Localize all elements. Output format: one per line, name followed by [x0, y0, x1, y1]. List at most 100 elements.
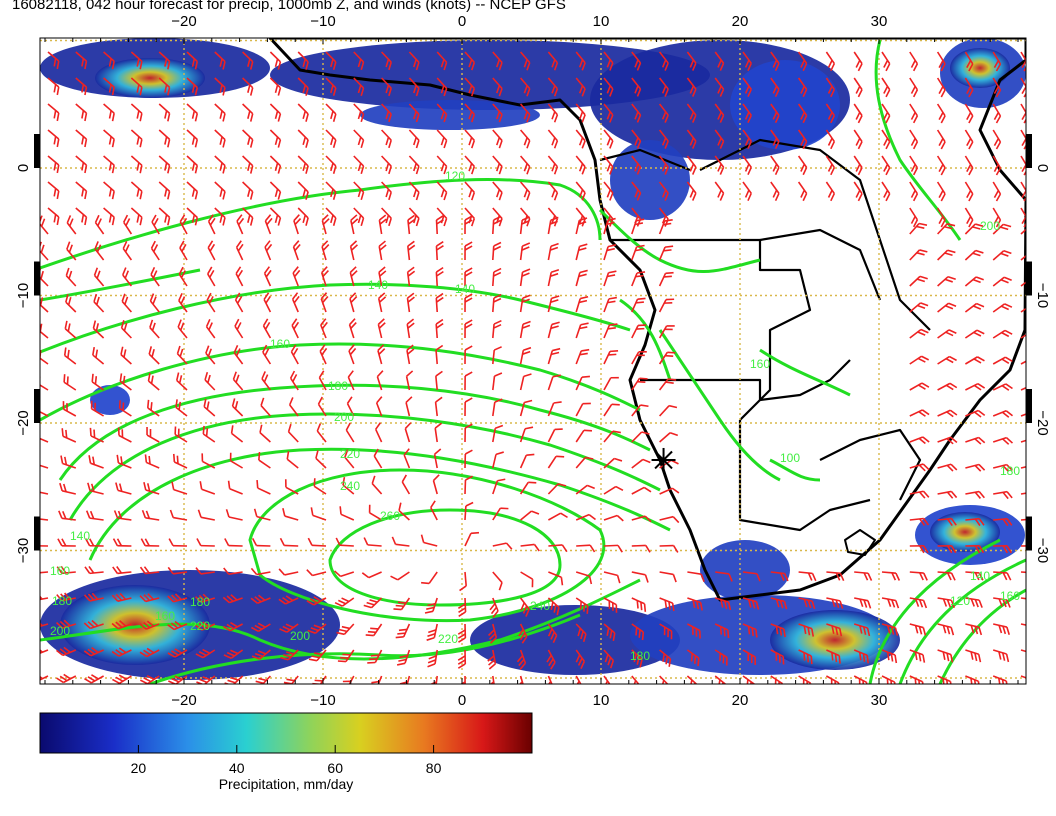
barb-flag — [178, 375, 183, 384]
height-contour — [619, 298, 672, 381]
wind-barb — [909, 675, 925, 684]
wind-barb — [297, 129, 309, 148]
barb-flag — [277, 87, 282, 96]
barb-flag — [350, 270, 358, 277]
barb-flag — [495, 85, 501, 94]
barb-staff — [603, 571, 618, 577]
barb-flag — [202, 648, 211, 654]
barb-staff — [62, 649, 77, 657]
barb-flag — [946, 464, 954, 472]
barb-staff — [519, 675, 526, 684]
barb-flag — [802, 115, 808, 124]
barb-staff — [103, 103, 115, 114]
wind-barb — [65, 294, 77, 313]
wind-barb — [231, 398, 244, 417]
barb-staff — [63, 381, 77, 391]
wind-barb — [519, 453, 535, 469]
barb-staff — [519, 246, 524, 261]
barb-flag — [468, 163, 473, 172]
barb-flag — [278, 568, 286, 576]
wind-barb — [146, 426, 160, 443]
colorbar-tick-label: 40 — [229, 760, 245, 776]
wind-barb — [516, 649, 527, 670]
barb-flag — [977, 654, 982, 663]
barb-flag — [883, 163, 889, 172]
barb-flag — [811, 628, 815, 637]
barb-staff — [40, 275, 49, 287]
barb-flag — [194, 165, 199, 174]
barb-flag — [305, 113, 309, 122]
barb-flag — [495, 189, 501, 198]
wind-barb — [603, 296, 617, 313]
wind-barb — [992, 436, 1014, 445]
barb-flag — [97, 218, 102, 227]
barb-flag — [498, 192, 503, 201]
barb-staff — [1020, 181, 1026, 195]
wind-barb — [297, 51, 309, 70]
barb-flag — [664, 114, 669, 123]
barb-flag — [436, 296, 444, 303]
wind-barb — [659, 623, 673, 640]
wind-barb — [57, 538, 76, 547]
barb-staff — [519, 623, 528, 637]
barb-flag — [179, 240, 185, 249]
barb-flag — [918, 680, 921, 684]
wind-barb — [406, 318, 415, 339]
barb-flag — [978, 463, 986, 471]
barb-staff — [174, 433, 188, 443]
barb-staff — [631, 272, 638, 287]
barb-staff — [406, 272, 411, 287]
barb-flag — [995, 141, 1002, 150]
barb-flag — [717, 137, 722, 146]
wind-barb — [63, 347, 77, 365]
barb-staff — [1020, 155, 1026, 169]
barb-flag — [974, 411, 982, 418]
barb-flag — [831, 625, 835, 634]
wind-barb — [408, 51, 420, 71]
barb-flag — [1035, 573, 1039, 580]
wind-barb — [965, 409, 986, 418]
wind-barb — [603, 77, 614, 97]
wind-barb — [575, 181, 586, 201]
barb-flag — [171, 481, 175, 490]
wind-barb — [40, 517, 49, 521]
barb-flag — [552, 374, 561, 378]
wind-barb — [826, 571, 845, 582]
wind-barb — [269, 77, 282, 96]
barb-staff — [173, 516, 188, 521]
barb-flag — [249, 217, 254, 226]
barb-flag — [839, 573, 845, 582]
barb-flag — [995, 89, 1002, 98]
barb-flag — [385, 163, 390, 172]
barb-flag — [81, 214, 85, 223]
wind-barb — [371, 475, 383, 495]
barb-staff — [435, 349, 438, 365]
barb-staff — [631, 377, 641, 391]
wind-barb — [492, 398, 503, 417]
barb-flag — [180, 296, 186, 305]
barb-staff — [658, 325, 668, 339]
barb-staff — [404, 428, 411, 443]
barb-flag — [973, 305, 982, 310]
barb-flag — [337, 660, 347, 663]
barb-staff — [285, 597, 299, 605]
barb-staff — [659, 675, 670, 684]
wind-barb — [196, 538, 215, 547]
barb-flag — [885, 89, 891, 98]
barb-flag — [141, 509, 147, 519]
wind-barb — [204, 371, 216, 391]
barb-flag — [522, 350, 531, 355]
barb-flag — [802, 193, 808, 202]
barb-staff — [742, 649, 756, 658]
barb-flag — [464, 241, 473, 247]
barb-flag — [976, 329, 985, 335]
barb-staff — [992, 649, 1007, 655]
barb-flag — [308, 658, 318, 662]
barb-flag — [493, 241, 502, 247]
barb-flag — [894, 627, 899, 636]
barb-flag — [123, 322, 128, 332]
barb-flag — [56, 677, 64, 684]
barb-flag — [945, 305, 954, 310]
wind-barb — [361, 571, 382, 579]
wind-barb — [992, 649, 1010, 663]
